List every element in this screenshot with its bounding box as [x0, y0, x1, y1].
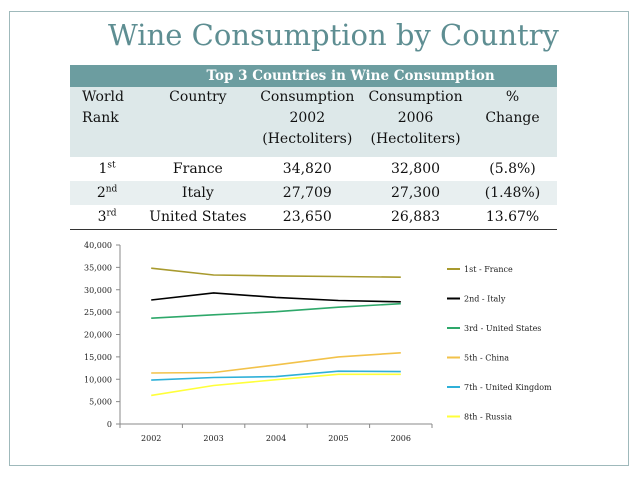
x-tick-label: 2003 — [203, 434, 223, 443]
consumption-2002-cell: 34,820 — [251, 157, 364, 181]
y-tick-label: 20,000 — [84, 331, 112, 340]
change-cell: (1.48%) — [468, 181, 557, 205]
consumption-2002-cell: 27,709 — [251, 181, 364, 205]
table-row: 1st France 34,820 32,800 (5.8%) — [70, 157, 557, 181]
slide-title: Wine Consumption by Country — [108, 18, 559, 52]
table-caption-text: Top 3 Countries in Wine Consumption — [144, 65, 557, 87]
consumption-2006-cell: 26,883 — [363, 205, 469, 230]
table-caption — [70, 65, 145, 87]
table-row: 3rd United States 23,650 26,883 13.67% — [70, 205, 557, 230]
legend-label: 1st - France — [464, 265, 513, 274]
legend-label: 3rd - United States — [464, 324, 541, 333]
y-tick-label: 40,000 — [84, 241, 112, 250]
legend-label: 8th - Russia — [464, 413, 512, 422]
change-cell: 13.67% — [468, 205, 557, 230]
series-line — [151, 370, 401, 381]
x-tick-label: 2002 — [141, 434, 161, 443]
header-percent-change: % Change — [468, 87, 557, 157]
rank-cell: 3rd — [70, 205, 145, 230]
country-cell: United States — [144, 205, 252, 230]
header-consumption-2006: Consumption 2006 (Hectoliters) — [363, 87, 469, 157]
series-line — [151, 373, 401, 397]
rank-cell: 2nd — [70, 181, 145, 205]
country-cell: France — [144, 157, 252, 181]
country-cell: Italy — [144, 181, 252, 205]
series-line — [151, 352, 401, 374]
legend-label: 5th - China — [464, 354, 509, 363]
y-tick-label: 35,000 — [84, 263, 112, 272]
y-tick-label: 30,000 — [84, 286, 112, 295]
series-line — [151, 302, 401, 319]
x-tick-label: 2004 — [266, 434, 286, 443]
x-tick-label: 2006 — [391, 434, 411, 443]
table-row: 2nd Italy 27,709 27,300 (1.48%) — [70, 181, 557, 205]
table-header-row: World Rank Country Consumption 2002 (Hectol… — [70, 87, 557, 157]
series-line — [151, 292, 401, 303]
y-tick-label: 5,000 — [89, 398, 112, 407]
consumption-2002-cell: 23,650 — [251, 205, 364, 230]
change-cell: (5.8%) — [468, 157, 557, 181]
series-line — [151, 267, 401, 278]
y-tick-label: 0 — [107, 420, 112, 429]
legend-label: 2nd - Italy — [464, 295, 506, 304]
header-world-rank: World Rank — [70, 87, 145, 157]
header-country: Country — [144, 87, 252, 157]
y-tick-label: 10,000 — [84, 375, 112, 384]
y-tick-label: 15,000 — [84, 353, 112, 362]
consumption-2006-cell: 32,800 — [363, 157, 469, 181]
table-caption-row: Top 3 Countries in Wine Consumption — [70, 65, 557, 87]
x-tick-label: 2005 — [328, 434, 348, 443]
header-consumption-2002: Consumption 2002 (Hectoliters) — [251, 87, 364, 157]
slide-frame — [9, 11, 629, 466]
consumption-table: Top 3 Countries in Wine Consumption Worl… — [70, 65, 557, 230]
rank-cell: 1st — [70, 157, 145, 181]
y-tick-label: 25,000 — [84, 308, 112, 317]
legend-label: 7th - United Kingdom — [464, 383, 552, 392]
consumption-2006-cell: 27,300 — [363, 181, 469, 205]
